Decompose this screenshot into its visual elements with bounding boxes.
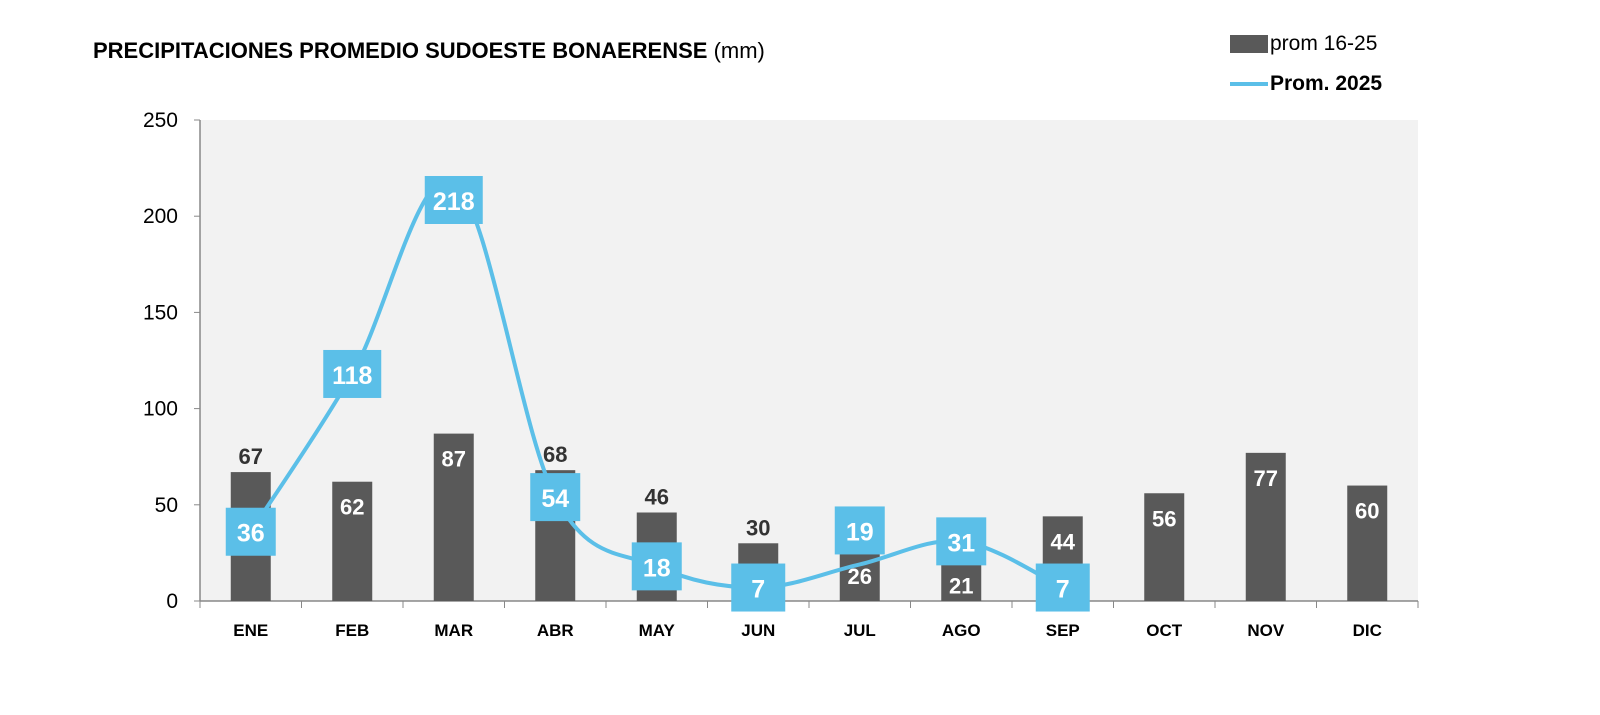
line-label: 7 xyxy=(1056,576,1070,604)
bar-label: 46 xyxy=(645,484,669,509)
bar xyxy=(1144,493,1185,601)
bar-label: 87 xyxy=(442,447,466,472)
x-tick-label: SEP xyxy=(1046,621,1080,640)
x-tick-label: ABR xyxy=(537,621,574,640)
line-label: 19 xyxy=(846,518,874,546)
bar-label: 67 xyxy=(239,444,263,469)
x-tick-label: FEB xyxy=(335,621,369,640)
y-tick-label: 50 xyxy=(155,494,178,517)
line-label-box xyxy=(834,506,885,555)
bar-label: 60 xyxy=(1355,499,1379,524)
bar-label: 30 xyxy=(746,515,770,540)
bar-label: 56 xyxy=(1152,506,1176,531)
line-label: 36 xyxy=(237,520,265,548)
y-tick-label: 200 xyxy=(143,205,178,228)
x-tick-label: MAR xyxy=(434,621,473,640)
bar xyxy=(941,560,982,601)
x-tick-label: AGO xyxy=(942,621,981,640)
bar-label: 21 xyxy=(949,574,973,599)
line-label: 31 xyxy=(947,529,975,557)
line-label-box xyxy=(424,176,483,224)
line-series xyxy=(249,177,1064,590)
line-label: 18 xyxy=(643,554,671,582)
bar xyxy=(1245,452,1286,601)
x-tick-label: NOV xyxy=(1247,621,1285,640)
bar xyxy=(332,481,373,601)
x-tick-label: OCT xyxy=(1146,621,1183,640)
chart-title: PRECIPITACIONES PROMEDIO SUDOESTE BONAER… xyxy=(93,38,765,63)
line-label-box xyxy=(936,517,987,566)
x-tick-label: JUN xyxy=(741,621,775,640)
legend: prom 16-25 Prom. 2025 xyxy=(1230,24,1382,104)
legend-item-bar: prom 16-25 xyxy=(1230,24,1382,64)
bar-label: 26 xyxy=(848,564,872,589)
line-label: 218 xyxy=(433,188,475,216)
line-label-box xyxy=(1035,563,1090,612)
line-label: 7 xyxy=(751,576,765,604)
bar-label: 44 xyxy=(1051,529,1076,554)
plot-background xyxy=(200,120,1418,601)
line-label: 118 xyxy=(332,362,372,390)
bar xyxy=(1347,485,1388,601)
line-label-box xyxy=(731,563,786,612)
x-tick-label: MAY xyxy=(639,621,676,640)
legend-swatch-bar xyxy=(1230,35,1268,53)
line-label-box xyxy=(323,349,382,398)
legend-swatch-line xyxy=(1230,82,1268,86)
bar-label: 77 xyxy=(1254,466,1278,491)
line-label: 54 xyxy=(541,485,569,513)
line-label-box xyxy=(225,507,276,556)
legend-item-line: Prom. 2025 xyxy=(1230,64,1382,104)
x-tick-label: JUL xyxy=(844,621,876,640)
bar xyxy=(433,433,474,601)
y-tick-label: 100 xyxy=(143,398,178,421)
bar-label: 68 xyxy=(543,442,567,467)
y-tick-label: 250 xyxy=(143,109,178,132)
line-label-box xyxy=(530,473,581,522)
x-tick-label: DIC xyxy=(1353,621,1382,640)
bar-label: 62 xyxy=(340,495,364,520)
x-tick-label: ENE xyxy=(233,621,268,640)
line-label-box xyxy=(631,542,682,591)
y-tick-label: 0 xyxy=(166,590,178,613)
y-tick-label: 150 xyxy=(143,301,178,324)
